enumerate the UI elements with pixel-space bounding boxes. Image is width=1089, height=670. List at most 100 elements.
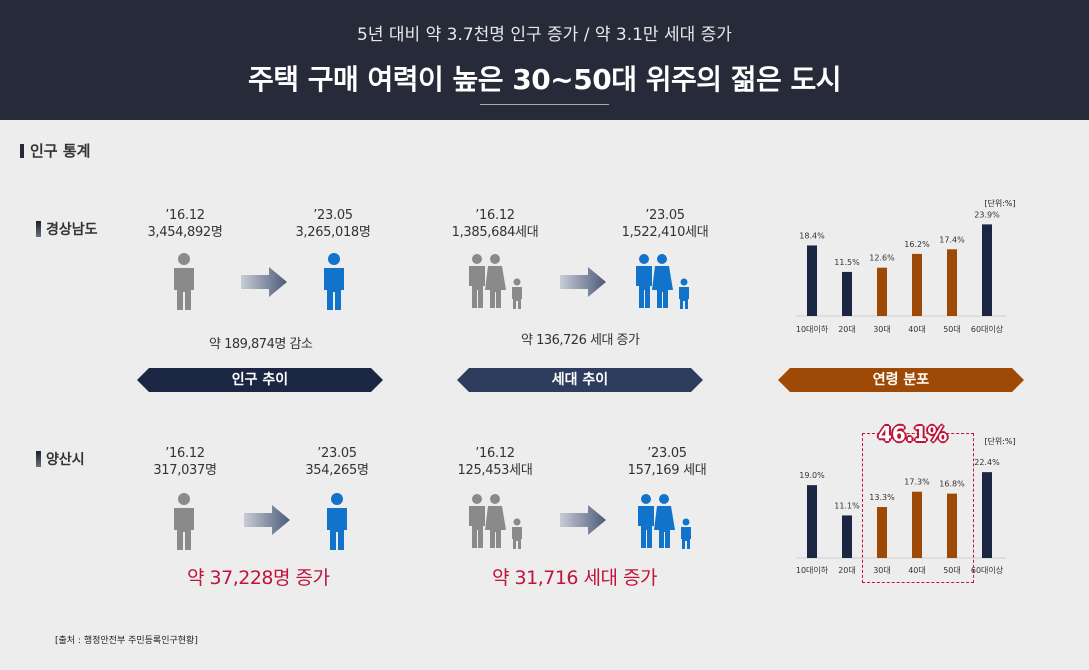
chart-tick-label: 50대 [943,325,961,334]
chart-bar [947,493,957,558]
ys-hh-from-date: ’16.12 [475,446,515,461]
chart-tick-label: 30대 [873,566,891,575]
chart-bar [842,515,852,558]
chart-tick-label: 40대 [908,566,926,575]
chart-tick-label: 60대이상 [971,565,1004,575]
gn-pop-from-date: ’16.12 [165,208,205,223]
ys-pop-to: ’23.05 354,265명 [287,445,387,479]
ribbon-population: 인구 추이 [137,368,383,392]
region-name: 양산시 [46,452,85,468]
header-title: 주택 구매 여력이 높은 30~50대 위주의 젊은 도시 [247,63,842,96]
ribbon-shape [778,368,1024,392]
gn-hh-to: ’23.05 1,522,410세대 [610,207,720,241]
ribbon-shape [137,368,383,392]
chart-tick-label: 50대 [943,566,961,575]
chart-tick-label: 60대이상 [971,324,1004,334]
gn-hh-to-value: 1,522,410세대 [621,225,709,240]
family-icon [638,494,691,549]
ys-hh-from: ’16.12 125,453세대 [445,445,545,479]
family-icon [469,254,522,309]
chart-unit-label: [단위:%] [984,198,1015,208]
chart-value-label: 17.4% [939,235,965,244]
gn-hh-from-date: ’16.12 [475,208,515,223]
region-marker [36,221,41,237]
ys-hh-from-value: 125,453세대 [457,463,533,478]
arrow-right-icon [244,505,290,535]
gn-hh-change: 약 136,726 세대 증가 [521,333,640,348]
chart-tick-label: 30대 [873,325,891,334]
ys-pop-change: 약 37,228명 증가 [187,567,330,589]
chart-value-label: 19.0% [799,471,825,480]
person-icon [174,493,194,550]
region-label-gyeongnam: 경상남도 [36,219,98,239]
ribbon-label: 연령 분포 [872,372,930,388]
section-title: 인구 통계 [20,140,90,161]
ribbon-label: 인구 추이 [231,372,289,388]
gn-hh-from-value: 1,385,684세대 [451,225,539,240]
chart-bar [912,491,922,558]
gn-pop-change: 약 189,874명 감소 [209,337,313,352]
chart-value-label: 11.5% [834,258,860,267]
header-subtitle: 5년 대비 약 3.7천명 인구 증가 / 약 3.1만 세대 증가 [357,25,732,45]
ribbon-shape [457,368,703,392]
chart-tick-label: 10대이하 [796,565,829,575]
ys-hh-change: 약 31,716 세대 증가 [492,567,658,589]
chart-value-label: 16.8% [939,480,965,489]
header-banner: 5년 대비 약 3.7천명 인구 증가 / 약 3.1만 세대 증가 주택 구매… [0,0,1089,120]
chart-bar [982,472,992,558]
ys-hh-to-value: 157,169 세대 [627,463,707,478]
person-icon [324,253,344,310]
ys-pop-from: ’16.12 317,037명 [135,445,235,479]
gn-hh-from: ’16.12 1,385,684세대 [445,207,545,241]
chart-tick-label: 10대이하 [796,324,829,334]
chart-bar [842,271,852,316]
region-label-yangsan: 양산시 [36,449,85,469]
gn-pop-to-date: ’23.05 [313,208,353,223]
chart-value-label: 17.3% [904,478,930,487]
ys-pop-from-date: ’16.12 [165,446,205,461]
chart-bar [947,249,957,316]
ribbon-label: 세대 추이 [551,372,609,388]
ys-pop-to-value: 354,265명 [305,463,369,478]
arrow-right-icon [560,267,606,297]
chart-value-label: 13.3% [869,493,895,502]
chart-bar [912,253,922,316]
ys-hh-to-date: ’23.05 [647,446,687,461]
callout-box [862,433,974,583]
chart-bar [807,245,817,316]
arrow-right-icon [560,505,606,535]
age-chart-yangsan: [단위:%] 19.0% 10대이하 11.1% 20대 13.3% 30대 17.3% 40대… [796,436,1016,575]
chart-value-label: 11.1% [834,501,860,510]
chart-bar [807,485,817,558]
gn-pop-to-value: 3,265,018명 [295,225,371,240]
gn-pop-to: ’23.05 3,265,018명 [283,207,383,241]
chart-value-label: 16.2% [904,240,930,249]
chart-value-label: 23.9% [974,210,1000,219]
chart-bar [982,224,992,316]
chart-tick-label: 20대 [838,325,856,334]
ribbon-age: 연령 분포 [778,368,1024,392]
region-name: 경상남도 [46,222,98,238]
chart-tick-label: 20대 [838,566,856,575]
gn-hh-to-date: ’23.05 [645,208,685,223]
chart-value-label: 18.4% [799,231,825,240]
section-title-text: 인구 통계 [30,142,91,160]
gn-pop-from: ’16.12 3,454,892명 [135,207,235,241]
chart-value-label: 22.4% [974,458,1000,467]
age-chart-gyeongnam: [단위:%] 18.4% 10대이하 11.5% 20대 12.6% 30대 16.2% 40대… [796,198,1016,334]
header-divider [480,104,609,105]
chart-tick-label: 40대 [908,325,926,334]
gn-pop-from-value: 3,454,892명 [147,225,223,240]
ys-pop-from-value: 317,037명 [153,463,217,478]
chart-value-label: 12.6% [869,254,895,263]
person-icon [174,253,194,310]
arrow-right-icon [241,267,287,297]
family-icon [469,494,522,549]
chart-bar [877,267,887,316]
person-icon [327,493,347,550]
chart-bar [877,507,887,558]
callout-label: 46.1% [878,422,948,446]
ys-hh-to: ’23.05 157,169 세대 [612,445,722,479]
section-marker [20,143,24,158]
region-marker [36,451,41,467]
